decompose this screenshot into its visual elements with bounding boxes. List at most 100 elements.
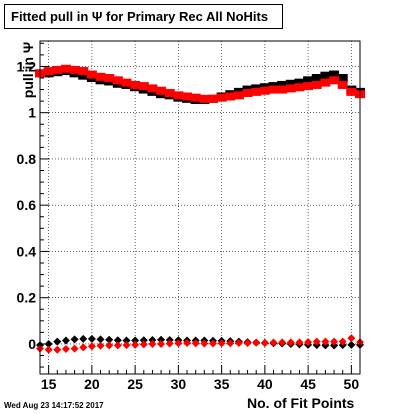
data-point [122, 336, 131, 345]
data-point [131, 336, 140, 345]
data-point [87, 342, 96, 351]
plot-frame [39, 40, 361, 375]
data-point [104, 74, 115, 82]
data-point [70, 344, 79, 353]
data-point [259, 86, 270, 95]
y-tick-label: 0.2 [17, 290, 37, 306]
data-point [174, 339, 183, 348]
data-point [242, 89, 253, 98]
x-tick-label: 50 [344, 376, 360, 392]
data-point [69, 65, 80, 74]
y-tick-label: 0 [28, 336, 36, 352]
data-point [78, 71, 89, 80]
data-point [199, 94, 210, 103]
data-point [112, 76, 123, 85]
data-point [79, 343, 88, 352]
data-point [320, 78, 331, 87]
data-point [217, 339, 226, 348]
series-1 [35, 64, 365, 103]
data-point [53, 337, 62, 346]
data-point [156, 86, 167, 95]
x-tick-label: 45 [300, 376, 316, 392]
data-point [61, 336, 70, 345]
data-point [147, 84, 158, 93]
data-point [87, 334, 96, 343]
data-point [216, 93, 227, 102]
data-point [320, 71, 331, 80]
data-point [139, 336, 148, 345]
data-point [268, 85, 279, 94]
grid-layer [40, 41, 360, 374]
data-point [96, 335, 105, 344]
x-tick-label: 35 [214, 376, 230, 392]
y-tick-label: 0.8 [17, 151, 37, 167]
data-point [286, 338, 295, 347]
chart-title: Fitted pull in Ψ for Primary Rec All NoH… [4, 4, 283, 29]
data-point [294, 83, 305, 92]
data-point [61, 345, 70, 354]
timestamp: Wed Aug 23 14:17:52 2017 [4, 401, 104, 410]
data-point [303, 76, 314, 85]
data-point [105, 335, 114, 344]
data-point [139, 340, 148, 349]
x-tick-label: 15 [41, 376, 57, 392]
data-point [321, 337, 330, 346]
data-point [285, 79, 296, 88]
data-point [285, 84, 296, 93]
data-point [105, 341, 114, 350]
data-point [338, 337, 347, 346]
data-point [251, 87, 262, 96]
data-point [121, 78, 132, 87]
data-point [337, 74, 348, 82]
data-point [70, 335, 79, 344]
data-point [182, 92, 193, 101]
data-point [225, 92, 236, 101]
data-point [346, 87, 357, 96]
data-point [96, 341, 105, 350]
data-point [148, 339, 157, 348]
data-point [260, 338, 269, 347]
data-point [304, 338, 313, 347]
data-point [78, 67, 89, 76]
data-point [173, 91, 184, 100]
data-point [113, 336, 122, 345]
data-point [52, 65, 63, 74]
data-point [60, 64, 71, 73]
data-point [234, 339, 243, 348]
data-point [277, 80, 288, 89]
data-point [347, 340, 356, 349]
data-point [190, 93, 201, 102]
tick-layer: 15 20 25 30 35 40 45 50 0 0.2 0.4 0.6 0.8 1 1.2 [17, 42, 361, 392]
y-tick-label: 1 [28, 105, 36, 121]
data-point [252, 338, 261, 347]
x-axis-label: No. of Fit Points [247, 395, 355, 411]
data-point [157, 339, 166, 348]
data-point [208, 339, 217, 348]
data-point [43, 67, 54, 76]
data-point [337, 80, 348, 89]
x-tick-label: 40 [257, 376, 273, 392]
data-point [200, 339, 209, 348]
data-point [122, 341, 131, 350]
data-point [131, 340, 140, 349]
data-point [277, 85, 288, 94]
data-point [79, 334, 88, 343]
data-point [157, 335, 166, 344]
data-layer [35, 64, 365, 354]
x-tick-label: 30 [171, 376, 187, 392]
data-point [347, 334, 356, 343]
data-point [207, 94, 218, 103]
data-point [311, 80, 322, 89]
y-tick-label: 0.4 [17, 243, 37, 259]
data-point [44, 345, 53, 354]
data-point [278, 338, 287, 347]
data-point [295, 338, 304, 347]
data-point [183, 339, 192, 348]
data-point [53, 345, 62, 354]
data-point [303, 82, 314, 91]
data-point [243, 339, 252, 348]
data-point [312, 337, 321, 346]
data-point [311, 74, 322, 82]
y-tick-label: 0.6 [17, 197, 37, 213]
